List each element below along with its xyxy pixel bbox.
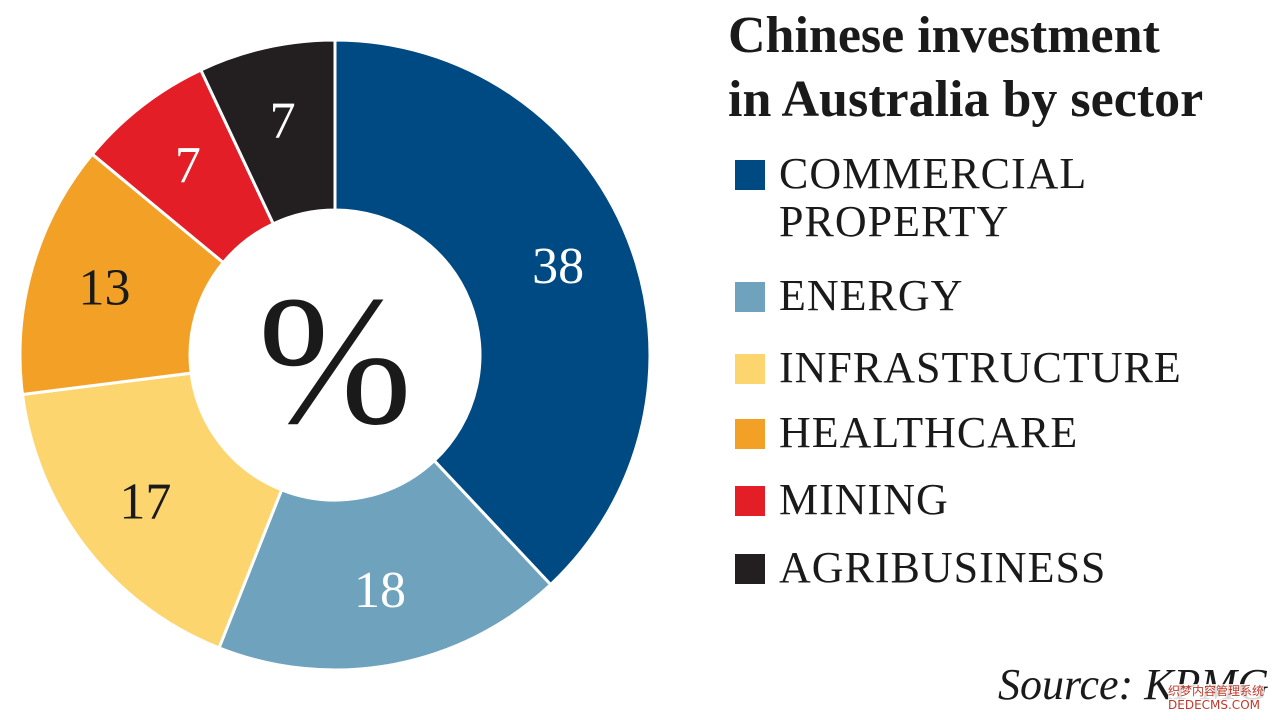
slice-commercial-property [333,38,652,587]
center-percent-label: % [258,259,412,464]
legend-swatch [735,354,765,384]
legend-swatch [735,486,765,516]
legend-label: AGRIBUSINESS [779,543,1107,592]
legend-swatch [735,282,765,312]
legend-swatch [735,419,765,449]
legend-label: INFRASTRUCTURE [779,343,1182,392]
slice-agribusiness [198,38,337,226]
legend-swatch [735,160,765,190]
data-label-agribusiness: 7 [270,92,296,149]
slice-infrastructure [20,371,284,650]
legend-label: COMMERCIAL PROPERTY [779,149,1088,246]
legend-swatch [735,554,765,584]
watermark-line-2: DEDECMS.COM [1168,698,1260,712]
data-label-commercial-property: 38 [532,238,584,295]
slice-energy [217,458,553,672]
chart-title-line-2: in Australia by sector [728,71,1204,128]
data-label-mining: 7 [175,137,201,194]
slice-healthcare [18,152,226,397]
legend-label: HEALTHCARE [779,408,1079,457]
data-label-energy: 18 [354,562,406,619]
donut-chart: 38 18 17 13 7 7% [18,38,652,672]
data-label-infrastructure: 17 [119,474,171,531]
data-label-healthcare: 13 [79,260,131,317]
watermark: 织梦内容管理系统 DEDECMS.COM [1168,684,1265,712]
watermark-line-1: 织梦内容管理系统 [1168,684,1265,698]
chart-title-line-1: Chinese investment [728,7,1160,64]
legend-label: MINING [779,475,949,524]
legend-label: ENERGY [779,271,964,320]
